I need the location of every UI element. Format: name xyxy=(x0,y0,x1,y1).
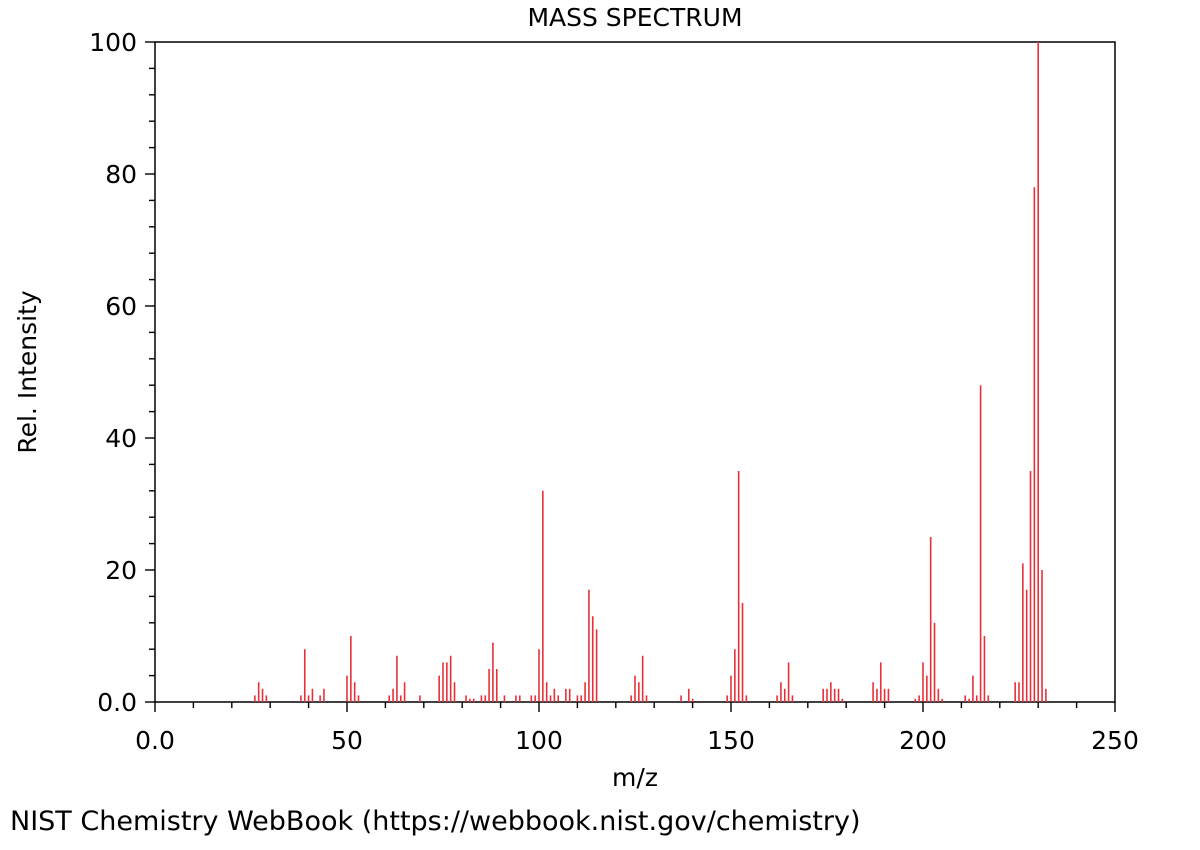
y-tick-label: 60 xyxy=(105,292,137,321)
y-axis-label: Rel. Intensity xyxy=(13,290,42,453)
x-tick-label: 0.0 xyxy=(135,726,175,755)
y-tick-label: 100 xyxy=(89,28,137,57)
y-axis-ticks: 0.0 20 40 60 80 100 xyxy=(89,28,155,717)
peak-bars xyxy=(254,42,1047,702)
plot-frame xyxy=(154,41,1116,703)
y-tick-label: 80 xyxy=(105,160,137,189)
y-tick-label: 40 xyxy=(105,424,137,453)
x-axis-ticks: 0.0 50 100 150 200 250 xyxy=(135,702,1139,755)
y-tick-label: 20 xyxy=(105,556,137,585)
source-credit: NIST Chemistry WebBook (https://webbook.… xyxy=(10,806,861,837)
x-tick-label: 50 xyxy=(331,726,363,755)
x-tick-label: 150 xyxy=(707,726,755,755)
chart-title: MASS SPECTRUM xyxy=(527,3,742,32)
y-tick-label: 0.0 xyxy=(97,688,137,717)
x-tick-label: 100 xyxy=(515,726,563,755)
x-axis-label: m/z xyxy=(612,763,658,792)
x-tick-label: 250 xyxy=(1091,726,1139,755)
x-tick-label: 200 xyxy=(899,726,947,755)
